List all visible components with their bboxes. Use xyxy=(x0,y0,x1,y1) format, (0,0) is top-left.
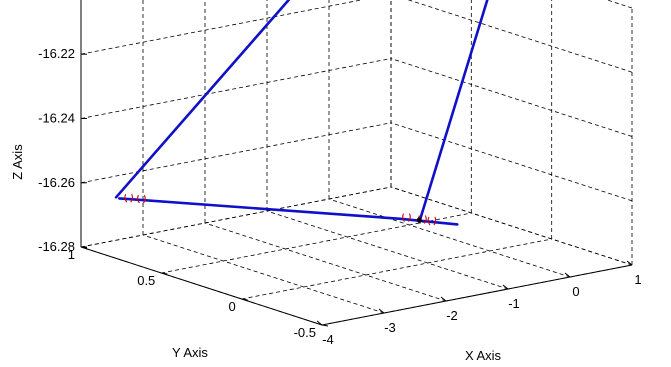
y-tick-label: -0.5 xyxy=(294,325,316,340)
y-axis-line xyxy=(80,246,323,326)
x-tick xyxy=(378,308,385,314)
axes-box xyxy=(80,0,633,327)
x-tick-label: -2 xyxy=(446,308,458,323)
grid-line xyxy=(161,212,472,274)
grid-line xyxy=(80,58,392,119)
grid-line xyxy=(390,186,633,266)
series-line xyxy=(114,0,291,199)
x-axis-line xyxy=(321,264,633,326)
y-tick xyxy=(321,324,329,327)
data-marker xyxy=(137,194,146,204)
grid-line xyxy=(390,58,633,137)
tick-labels: -16.28-16.26-16.24-16.22-16.2-0.500.51-4… xyxy=(38,46,641,347)
z-tick-label: -16.24 xyxy=(38,111,75,126)
z-tick-label: -16.28 xyxy=(38,239,75,254)
series-line xyxy=(418,0,489,223)
grid-line xyxy=(407,0,633,73)
x-axis-label: X Axis xyxy=(465,348,502,363)
y-tick-label: 1 xyxy=(68,247,75,262)
grid-line xyxy=(204,222,447,302)
z-axis-label: Z Axis xyxy=(10,144,25,180)
x-tick-label: -4 xyxy=(322,332,334,347)
grid-line xyxy=(266,210,509,290)
grid-line xyxy=(328,198,571,278)
z-tick-label: -16.22 xyxy=(38,46,75,61)
x-tick xyxy=(440,296,447,302)
data-marker xyxy=(402,213,411,222)
series-line xyxy=(118,197,459,226)
x-tick-label: 0 xyxy=(572,284,579,299)
grid-line xyxy=(390,122,633,202)
x-tick-label: 1 xyxy=(634,272,641,287)
x-tick xyxy=(502,284,509,290)
y-tick-label: 0 xyxy=(228,299,235,314)
x-tick-label: -1 xyxy=(508,296,520,311)
data-marker xyxy=(124,193,134,203)
grid-line xyxy=(142,234,385,314)
x-tick xyxy=(564,272,571,278)
y-tick xyxy=(241,298,248,301)
data-marker xyxy=(427,216,437,226)
y-axis-label: Y Axis xyxy=(172,345,208,360)
y-tick xyxy=(161,272,168,275)
x-tick-label: -3 xyxy=(384,320,396,335)
plot-data xyxy=(114,0,489,226)
grid-line xyxy=(80,122,392,184)
grid-line xyxy=(80,0,364,55)
z-tick-label: -16.26 xyxy=(38,175,75,190)
grid-line xyxy=(80,186,392,248)
grid-line xyxy=(605,0,633,9)
grid-line xyxy=(241,238,552,300)
data-point xyxy=(416,217,422,223)
y-tick-label: 0.5 xyxy=(137,273,155,288)
y-tick xyxy=(80,246,88,249)
x-tick xyxy=(316,320,323,326)
grid xyxy=(80,0,633,326)
x-tick xyxy=(626,260,633,266)
